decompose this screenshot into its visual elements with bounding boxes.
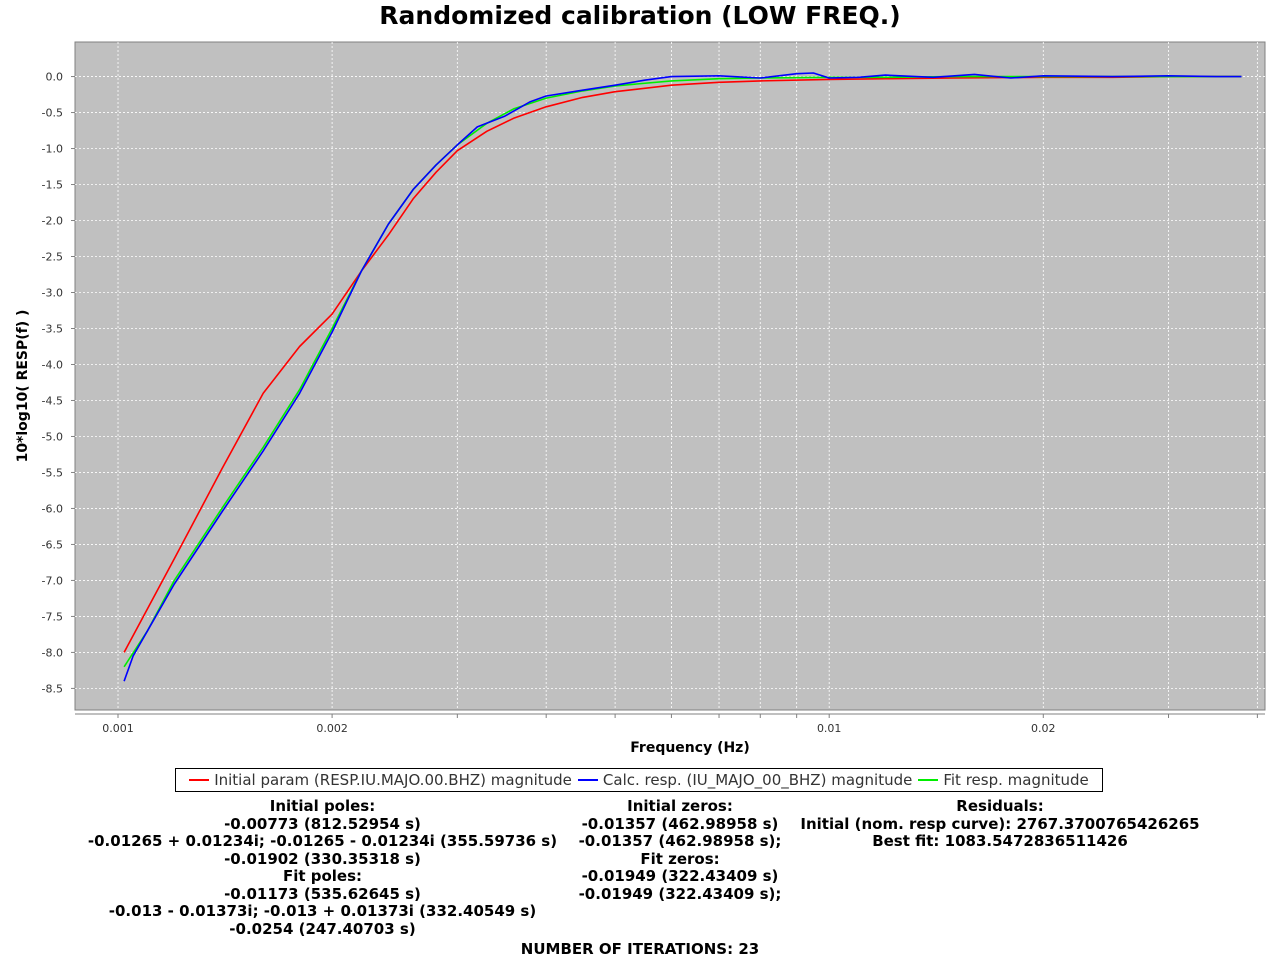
y-tick-label: -5.0 bbox=[42, 430, 63, 443]
y-tick-label: -2.5 bbox=[42, 251, 63, 264]
chart-legend: Initial param (RESP.IU.MAJO.00.BHZ) magn… bbox=[175, 768, 1103, 792]
residual-initial: Initial (nom. resp curve): 2767.37007654… bbox=[800, 814, 1200, 833]
x-tick-label: 0.01 bbox=[817, 722, 842, 735]
plot-area: 0.0 -0.5 -1.0 -1.5 -2.0 -2.5 -3.0 -3.5 -4.0 -4.5 -… bbox=[15, 41, 1266, 756]
y-tick-label: -6.0 bbox=[42, 502, 63, 515]
x-tick-label: 0.002 bbox=[316, 722, 348, 735]
y-tick-label: -5.5 bbox=[42, 466, 63, 479]
initial-pole-line: -0.01265 + 0.01234i; -0.01265 - 0.01234i… bbox=[87, 832, 558, 850]
initial-zero-line: -0.01357 (462.98958 s) bbox=[581, 814, 779, 833]
fit-pole-line: -0.01173 (535.62645 s) bbox=[224, 884, 421, 903]
legend-label-initial: Initial param (RESP.IU.MAJO.00.BHZ) magn… bbox=[214, 771, 572, 789]
x-axis-title: Frequency (Hz) bbox=[630, 740, 749, 756]
y-tick-label: -1.0 bbox=[42, 143, 63, 156]
y-tick-label: -7.5 bbox=[42, 610, 63, 623]
poles-info: Initial poles: -0.00773 (812.52954 s) -0… bbox=[70, 797, 575, 938]
zeros-info: Initial zeros: -0.01357 (462.98958 s) -0… bbox=[565, 797, 795, 903]
fit-zero-line: -0.01949 (322.43409 s) bbox=[581, 867, 779, 885]
fit-zero-line: -0.01949 (322.43409 s); bbox=[578, 884, 782, 903]
x-tick-label: 0.02 bbox=[1031, 722, 1056, 735]
y-tick-label: -4.5 bbox=[42, 394, 63, 407]
legend-item-initial: Initial param (RESP.IU.MAJO.00.BHZ) magn… bbox=[189, 771, 572, 789]
series-calc-line bbox=[123, 72, 1242, 682]
y-tick-label: -1.5 bbox=[42, 179, 63, 192]
x-tick-label: 0.001 bbox=[102, 722, 134, 735]
residuals-heading: Residuals: bbox=[956, 797, 1044, 815]
initial-pole-line: -0.01902 (330.35318 s) bbox=[224, 849, 421, 868]
initial-pole-line: -0.00773 (812.52954 s) bbox=[224, 814, 421, 833]
legend-item-calc: Calc. resp. (IU_MAJO_00_BHZ) magnitude bbox=[577, 771, 913, 789]
y-tick-label: -0.5 bbox=[42, 107, 63, 120]
y-tick-label: -6.5 bbox=[42, 538, 63, 551]
fit-pole-line: -0.0254 (247.40703 s) bbox=[229, 919, 416, 938]
legend-swatch-initial bbox=[189, 779, 210, 781]
residual-best-fit: Best fit: 1083.5472836511426 bbox=[872, 832, 1128, 850]
legend-label-calc: Calc. resp. (IU_MAJO_00_BHZ) magnitude bbox=[602, 771, 913, 789]
y-tick-label: -8.0 bbox=[42, 646, 63, 659]
y-tick-label: 0.0 bbox=[46, 71, 64, 84]
y-tick-label: -8.5 bbox=[42, 682, 63, 695]
fit-zeros-heading: Fit zeros: bbox=[640, 849, 720, 868]
legend-swatch-calc bbox=[577, 779, 598, 781]
residuals-info: Residuals: Initial (nom. resp curve): 27… bbox=[790, 797, 1210, 851]
chart-svg: 0.0 -0.5 -1.0 -1.5 -2.0 -2.5 -3.0 -3.5 -4.0 -4.5 -… bbox=[15, 41, 1266, 756]
y-tick-label: -2.0 bbox=[42, 215, 63, 228]
y-tick-label: -3.5 bbox=[42, 322, 63, 335]
initial-poles-heading: Initial poles: bbox=[269, 797, 376, 815]
legend-label-fit: Fit resp. magnitude bbox=[943, 771, 1089, 789]
fit-poles-heading: Fit poles: bbox=[282, 867, 363, 885]
initial-zeros-heading: Initial zeros: bbox=[627, 797, 733, 815]
chart-title: Randomized calibration (LOW FREQ.) bbox=[379, 1, 901, 30]
y-axis-title: 10*log10( RESP(f) ) bbox=[15, 310, 31, 463]
y-tick-label: -7.0 bbox=[42, 574, 63, 587]
y-tick-label: -3.0 bbox=[42, 287, 63, 300]
iterations-count: NUMBER OF ITERATIONS: 23 bbox=[520, 940, 760, 958]
plot-background bbox=[74, 41, 1266, 711]
initial-zero-line: -0.01357 (462.98958 s); bbox=[578, 832, 782, 850]
legend-item-fit: Fit resp. magnitude bbox=[918, 771, 1089, 789]
fit-pole-line: -0.013 - 0.01373i; -0.013 + 0.01373i (33… bbox=[108, 902, 537, 920]
legend-swatch-fit bbox=[918, 779, 939, 781]
y-tick-label: -4.0 bbox=[42, 358, 63, 371]
